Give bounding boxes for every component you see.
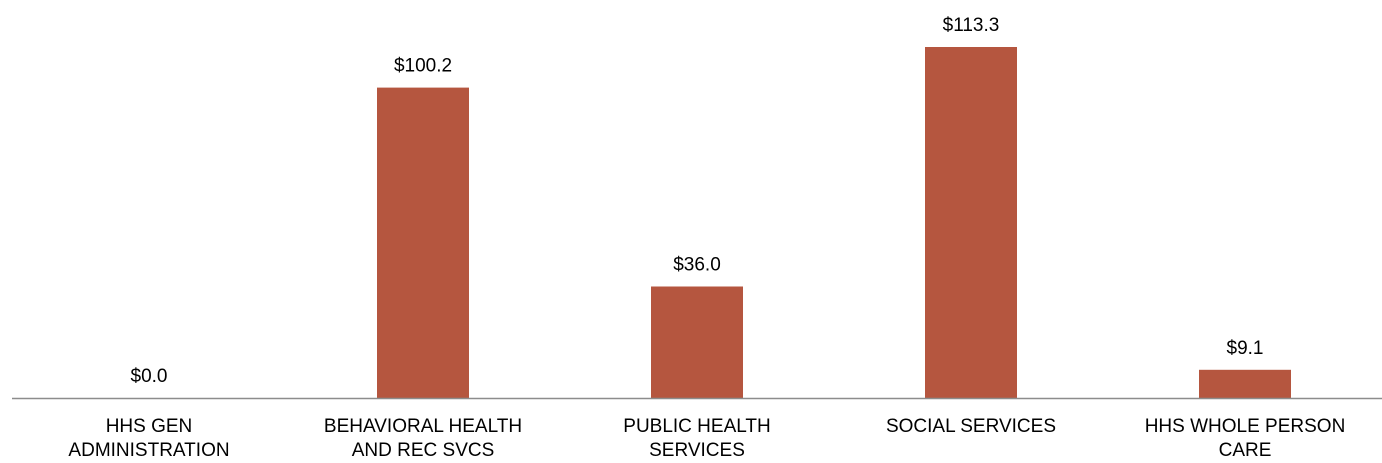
bar-3 [925,47,1017,398]
category-label: BEHAVIORAL HEALTH AND REC SVCS [324,416,522,461]
value-labels-group: $0.0 $100.2 $36.0 $113.3 $9.1 [131,15,1264,387]
category-label: HHS WHOLE PERSON CARE [1145,416,1346,461]
category-label: HHS GEN ADMINISTRATION [68,416,229,461]
bar-value-label: $36.0 [673,255,721,276]
category-label: PUBLIC HEALTH SERVICES [623,416,770,461]
bar-value-label: $100.2 [394,56,452,77]
category-labels-group: HHS GEN ADMINISTRATION BEHAVIORAL HEALTH AN… [68,416,1345,461]
bar-1 [377,87,469,398]
category-label-line: SOCIAL SERVICES [886,416,1056,437]
category-label-line: SERVICES [649,440,745,461]
category-label-line: ADMINISTRATION [68,440,229,461]
category-label: SOCIAL SERVICES [886,416,1056,437]
category-label-line: PUBLIC HEALTH [623,416,770,437]
bar-4 [1199,369,1291,398]
category-label-line: CARE [1219,440,1272,461]
bar-2 [651,286,743,398]
category-label-line: BEHAVIORAL HEALTH [324,416,522,437]
bar-value-label: $0.0 [131,366,168,387]
bar-value-label: $9.1 [1227,338,1264,359]
category-label-line: AND REC SVCS [352,440,495,461]
category-label-line: HHS GEN [106,416,193,437]
category-label-line: HHS WHOLE PERSON [1145,416,1346,437]
bar-value-label: $113.3 [943,15,1000,36]
bars-group [377,47,1291,398]
